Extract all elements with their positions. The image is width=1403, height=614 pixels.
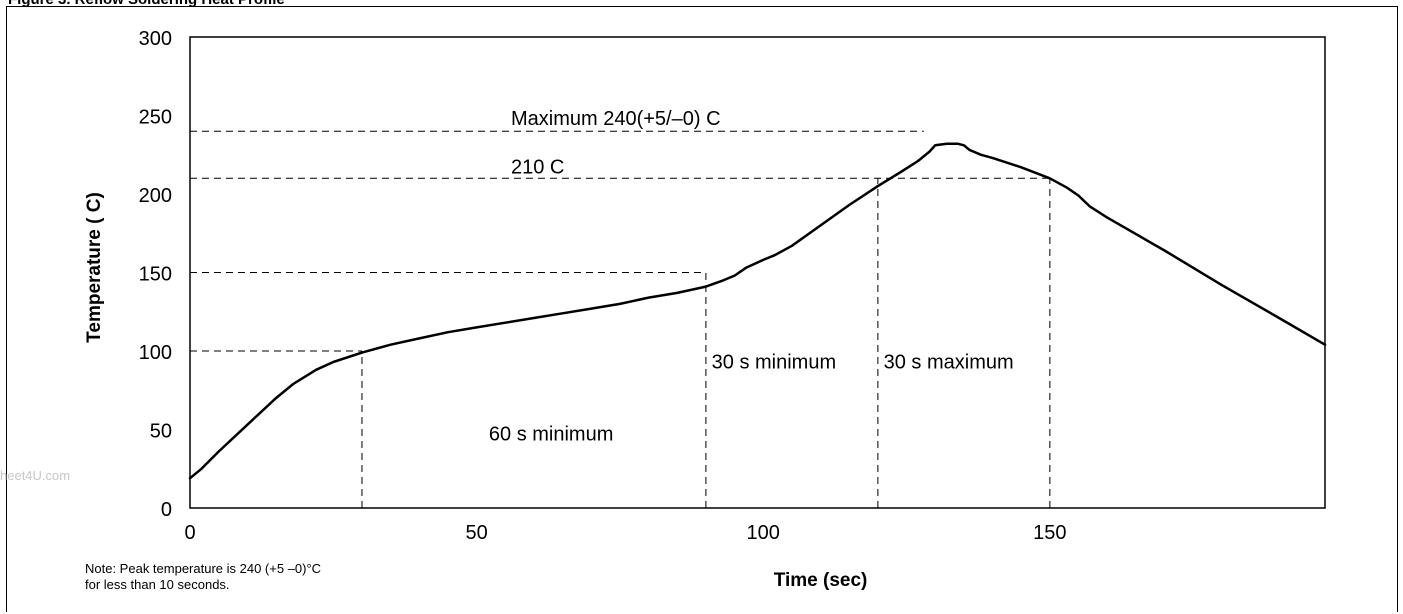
x-tick-label-0: 0 [184, 522, 195, 544]
annotations: Maximum 240(+5/–0) C 210 C 30 s minimum 30 … [489, 108, 1014, 446]
y-tick-label-100: 100 [139, 342, 172, 364]
x-tick-label-150: 150 [1033, 522, 1066, 544]
y-tick-label-50: 50 [150, 421, 172, 443]
annotation-3: 30 s maximum [884, 351, 1014, 373]
axis-ticks: 0 50 100 150 0 50 100 150 200 250 300 [139, 28, 1067, 544]
figure-frame [6, 6, 1398, 612]
annotation-2: 30 s minimum [712, 351, 836, 373]
annotation-1: 210 C [511, 157, 564, 179]
annotation-0: Maximum 240(+5/–0) C [511, 108, 721, 130]
plot-area [189, 36, 1326, 509]
x-tick-label-100: 100 [747, 522, 780, 544]
y-tick-label-200: 200 [139, 185, 172, 207]
y-tick-label-150: 150 [139, 264, 172, 286]
annotation-4: 60 s minimum [489, 423, 613, 445]
figure-title: Figure 3. Reflow Soldering Heat Profile [8, 0, 285, 8]
y-tick-label-250: 250 [139, 107, 172, 129]
series-line-0 [188, 142, 1327, 480]
y-tick-label-0: 0 [161, 499, 172, 521]
note-line-2: for less than 10 seconds. [85, 577, 230, 592]
y-tick-label-300: 300 [139, 28, 172, 50]
watermark: heet4U.com [0, 468, 70, 483]
note-line-1: Note: Peak temperature is 240 (+5 –0)°C [85, 561, 321, 576]
x-axis-title: Time (sec) [774, 570, 868, 591]
x-tick-label-50: 50 [465, 522, 487, 544]
y-axis-title: Temperature ( C) [84, 192, 105, 343]
series-layer [188, 142, 1327, 480]
reference-lines [190, 130, 1051, 508]
